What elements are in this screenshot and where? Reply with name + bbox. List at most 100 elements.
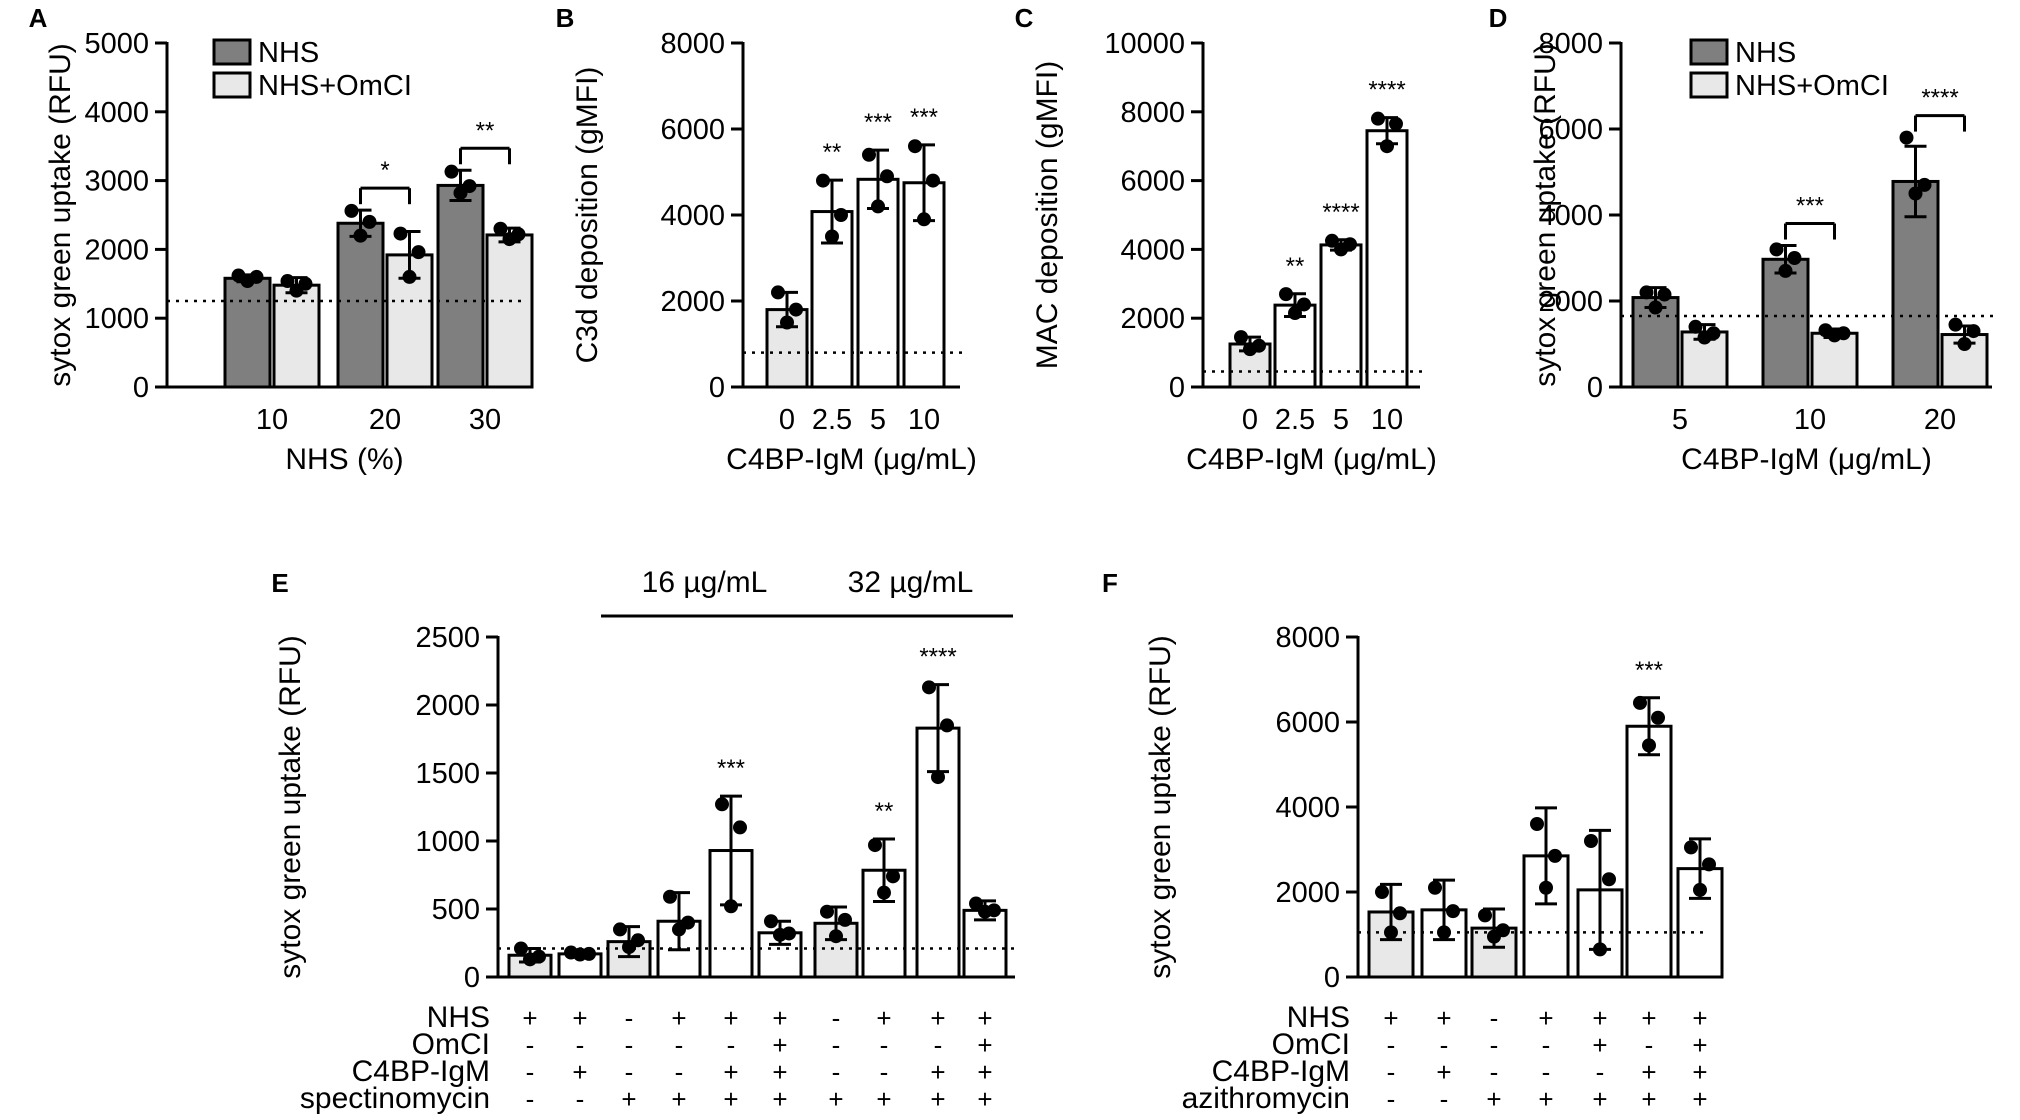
legend-label: NHS — [1735, 37, 1796, 69]
table-cell: - — [1490, 1003, 1499, 1033]
table-cell: + — [876, 1084, 891, 1114]
x-axis-label: C4BP-IgM (μg/mL) — [1186, 443, 1437, 476]
significance-stars: * — [380, 157, 389, 184]
data-point — [1234, 330, 1248, 345]
table-cell: + — [977, 1084, 992, 1114]
table-cell: + — [572, 1003, 587, 1033]
data-point — [733, 820, 747, 835]
table-cell: - — [880, 1057, 889, 1087]
table-cell: - — [1387, 1030, 1396, 1060]
significance-stars: **** — [1322, 199, 1359, 226]
x-tick-label: 2.5 — [812, 404, 852, 436]
table-cell: + — [1692, 1084, 1707, 1114]
table-cell: + — [930, 1084, 945, 1114]
y-tick-label: 4000 — [1120, 234, 1185, 266]
table-cell: - — [727, 1030, 736, 1060]
data-point — [1584, 834, 1598, 848]
x-axis-label: C4BP-IgM (μg/mL) — [726, 443, 977, 476]
table-cell: - — [832, 1057, 841, 1087]
table-cell: - — [576, 1084, 585, 1114]
data-point — [1633, 695, 1647, 710]
data-point — [1899, 130, 1914, 145]
data-point — [1602, 872, 1616, 887]
group-label: 32 µg/mL — [848, 566, 974, 599]
table-cell: + — [1692, 1057, 1707, 1087]
table-cell: + — [930, 1057, 945, 1087]
table-cell: - — [832, 1030, 841, 1060]
data-point — [1548, 848, 1562, 863]
data-point — [1948, 317, 1963, 332]
table-cell: + — [1641, 1084, 1656, 1114]
y-tick-label: 0 — [1324, 962, 1340, 994]
x-tick-label: 10 — [1371, 404, 1403, 436]
bar — [223, 276, 272, 389]
table-cell: + — [522, 1003, 537, 1033]
y-tick-label: 0 — [133, 372, 149, 404]
x-tick-label: 5 — [870, 404, 886, 436]
table-cell: - — [1542, 1057, 1551, 1087]
x-tick-label: 5 — [1333, 404, 1349, 436]
data-point — [922, 680, 936, 695]
data-point — [1693, 882, 1707, 897]
data-point — [1769, 242, 1784, 257]
data-point — [978, 904, 992, 919]
y-tick-label: 1000 — [84, 303, 149, 335]
y-tick-label: 6000 — [1538, 114, 1603, 146]
table-cell: - — [1440, 1084, 1449, 1114]
data-point — [1478, 908, 1492, 923]
bar — [1625, 724, 1673, 979]
data-point — [862, 147, 876, 162]
significance-stars: **** — [1368, 77, 1405, 104]
table-cell: + — [772, 1084, 787, 1114]
table-cell: + — [1641, 1003, 1656, 1033]
data-point — [1539, 880, 1553, 895]
y-tick-label: 8000 — [1538, 28, 1603, 60]
data-point — [1593, 942, 1607, 957]
bar — [962, 908, 1008, 979]
data-point — [789, 302, 803, 317]
table-cell: + — [1538, 1084, 1553, 1114]
table-row-label: azithromycin — [1182, 1082, 1350, 1115]
data-point — [1697, 330, 1712, 345]
x-tick-label: 0 — [779, 404, 795, 436]
data-point — [1375, 885, 1389, 899]
y-tick-label: 1500 — [415, 758, 480, 790]
table-cell: + — [1692, 1030, 1707, 1060]
data-point — [1917, 177, 1932, 192]
y-tick-label: 2000 — [84, 234, 149, 266]
table-cell: + — [977, 1057, 992, 1087]
data-point — [829, 929, 843, 944]
significance-stars: *** — [910, 104, 938, 131]
table-cell: + — [977, 1003, 992, 1033]
significance-stars: *** — [1796, 193, 1824, 220]
bar — [436, 183, 485, 389]
y-tick-label: 0 — [1169, 372, 1185, 404]
y-axis-label: sytox green uptake (RFU) — [274, 635, 307, 978]
panel-label: C — [1015, 3, 1034, 33]
y-tick-label: 0 — [1587, 372, 1603, 404]
significance-stars: ** — [476, 117, 495, 144]
data-point — [908, 139, 922, 154]
table-cell: - — [526, 1084, 535, 1114]
table-row-label: spectinomycin — [300, 1082, 490, 1115]
y-tick-label: 2000 — [1120, 303, 1185, 335]
data-point — [871, 199, 885, 214]
table-cell: - — [1387, 1084, 1396, 1114]
table-cell: + — [772, 1003, 787, 1033]
data-point — [1684, 840, 1698, 855]
data-point — [444, 164, 459, 179]
table-cell: + — [1436, 1057, 1451, 1087]
data-point — [1639, 285, 1654, 300]
data-point — [1648, 300, 1663, 315]
table-row-label: NHS — [427, 1001, 490, 1034]
data-point — [240, 274, 255, 289]
data-point — [1702, 857, 1716, 872]
significance-stars: ** — [1286, 253, 1305, 280]
data-point — [820, 904, 834, 919]
table-cell: + — [1592, 1030, 1607, 1060]
data-point — [1530, 817, 1544, 831]
data-point — [868, 838, 882, 853]
data-point — [1389, 116, 1403, 131]
significance-stars: **** — [1921, 85, 1958, 112]
data-point — [1688, 319, 1703, 334]
